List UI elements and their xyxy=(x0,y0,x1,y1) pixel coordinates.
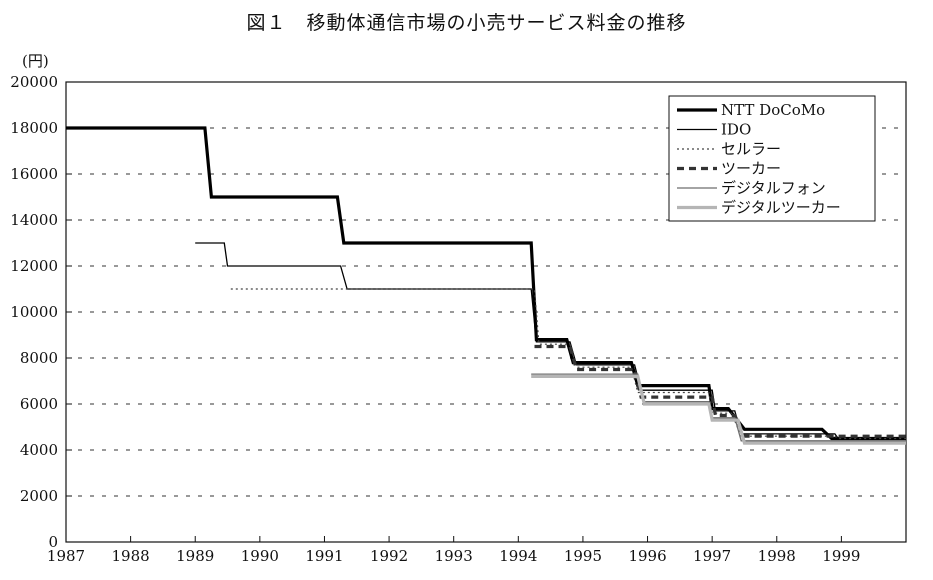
legend-label: セルラー xyxy=(721,140,781,158)
y-axis-ticks: 0 2000 4000 6000 8000 10000 12000 14000 16000 180… xyxy=(10,73,72,551)
x-tick-label: 1992 xyxy=(370,547,408,565)
legend-label: IDO xyxy=(721,121,751,139)
x-tick-label: 1991 xyxy=(305,547,343,565)
x-tick-label: 1989 xyxy=(176,547,214,565)
y-tick-label: 4000 xyxy=(20,441,58,459)
x-tick-label: 1987 xyxy=(47,547,85,565)
series-line-5 xyxy=(531,374,906,445)
series-line-1 xyxy=(195,242,906,440)
x-tick-label: 1998 xyxy=(758,547,796,565)
x-tick-label: 1993 xyxy=(435,547,473,565)
legend-label: デジタルツーカー xyxy=(721,199,841,217)
legend-box xyxy=(668,95,876,222)
x-tick-label: 1999 xyxy=(822,547,860,565)
y-tick-label: 12000 xyxy=(10,257,58,275)
x-tick-label: 1995 xyxy=(564,547,602,565)
y-tick-label: 2000 xyxy=(20,487,58,505)
y-tick-label: 20000 xyxy=(10,73,58,91)
chart-title: 図１ 移動体通信市場の小売サービス料金の推移 xyxy=(246,12,687,34)
x-tick-label: 1988 xyxy=(112,547,150,565)
series-line-0 xyxy=(66,126,906,441)
y-tick-label: 6000 xyxy=(20,395,58,413)
y-tick-label: 8000 xyxy=(20,349,58,367)
legend-label: デジタルフォン xyxy=(721,179,826,197)
x-tick-label: 1997 xyxy=(693,547,731,565)
x-tick-label: 1996 xyxy=(628,547,666,565)
series-line-2 xyxy=(230,288,906,440)
y-axis-unit-label: (円) xyxy=(22,52,49,70)
legend-label: NTT DoCoMo xyxy=(721,101,825,119)
x-tick-label: 1990 xyxy=(241,547,279,565)
legend-label: ツーカー xyxy=(721,160,781,178)
y-tick-label: 18000 xyxy=(10,119,58,137)
y-tick-label: 16000 xyxy=(10,165,58,183)
x-tick-label: 1994 xyxy=(499,547,537,565)
y-tick-label: 14000 xyxy=(10,211,58,229)
series-line-3 xyxy=(534,344,906,438)
x-axis-ticks: 1987 1988 1989 1990 1991 1992 1993 1994 1995 1996… xyxy=(47,536,860,565)
series-lines xyxy=(66,126,906,445)
y-tick-label: 10000 xyxy=(10,303,58,321)
y-tick-label: 0 xyxy=(48,533,58,551)
